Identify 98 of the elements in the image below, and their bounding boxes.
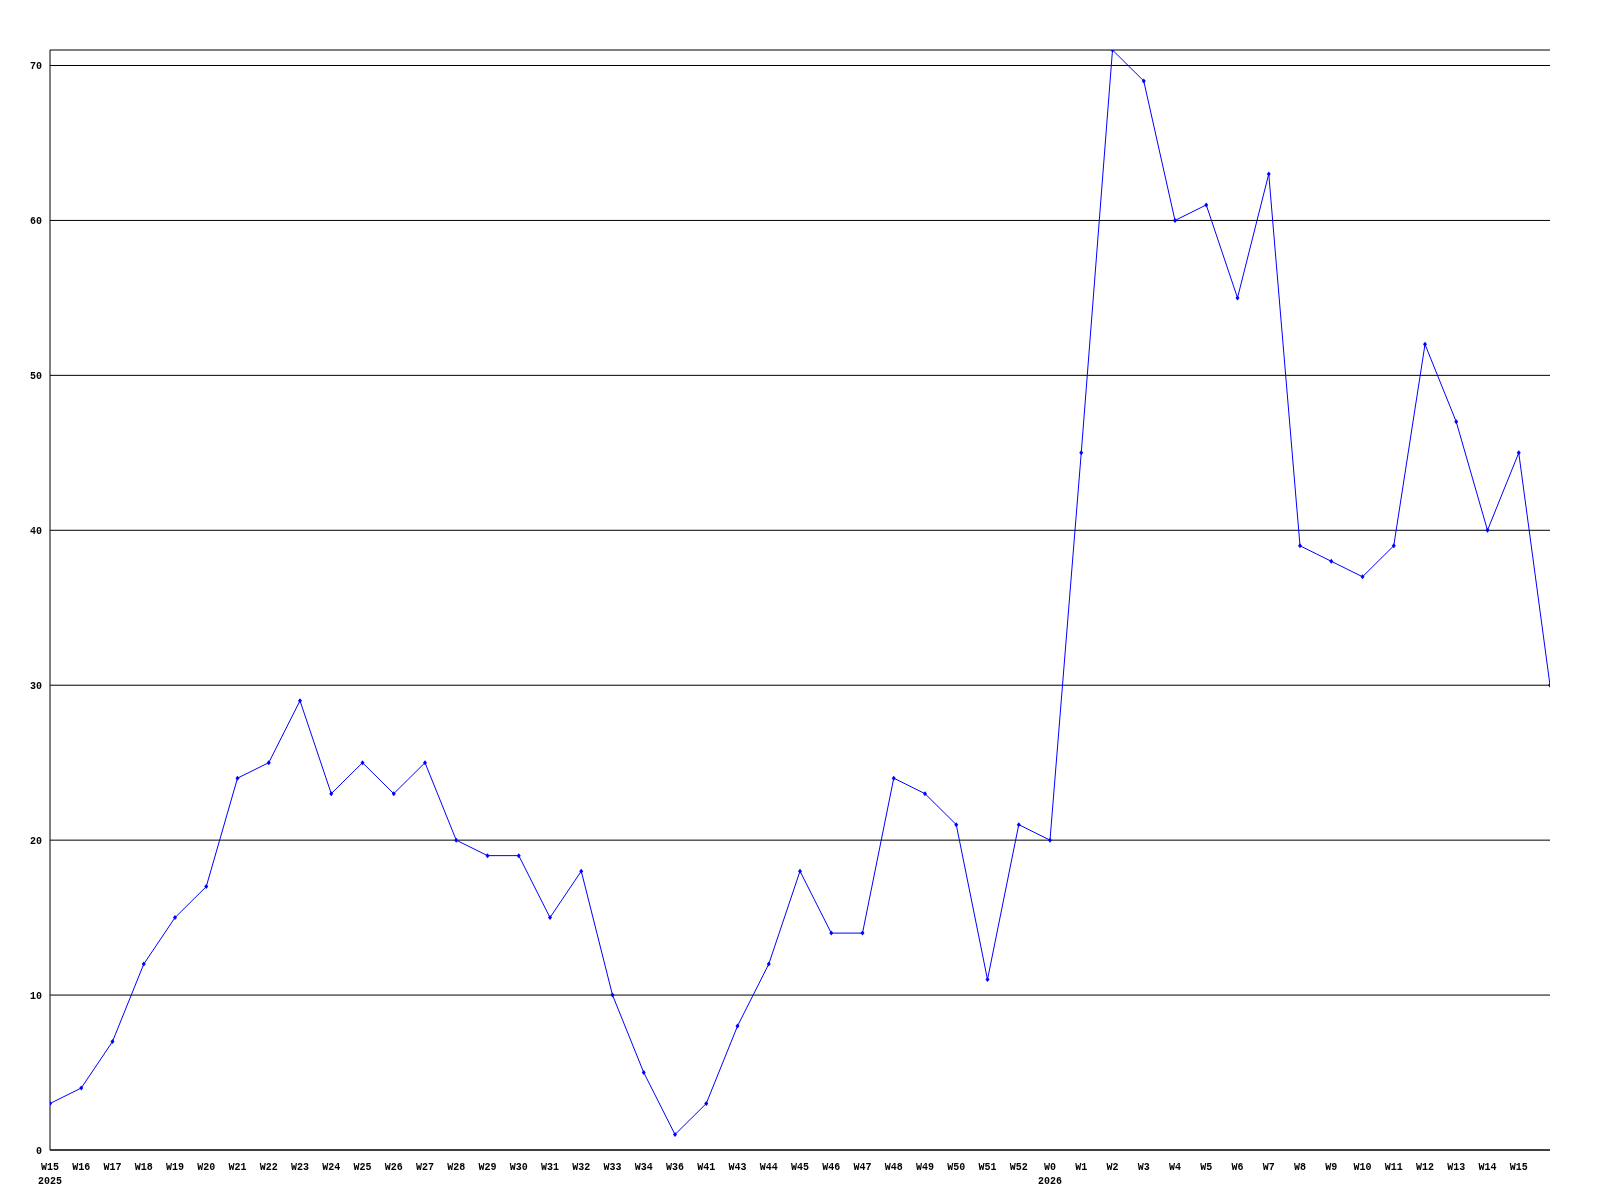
y-tick-label: 30 (29, 680, 42, 692)
point (985, 977, 990, 983)
point (891, 775, 896, 781)
x-tick-label: W19 (165, 1162, 185, 1173)
x-tick-label: W14 (1478, 1162, 1497, 1173)
x-tick-label: W3 (1137, 1162, 1150, 1173)
point (298, 698, 302, 704)
x-tick-label: W10 (1353, 1162, 1372, 1173)
y-tick-label: 20 (29, 835, 42, 847)
point (516, 853, 521, 859)
point (1485, 527, 1490, 533)
x-tick-label: W1 (1075, 1162, 1088, 1173)
x-tick-label: W21 (228, 1162, 247, 1173)
x-tick-label: W48 (884, 1162, 903, 1173)
x-tick-label: W9 (1325, 1162, 1338, 1173)
point (1266, 171, 1271, 177)
x-tick-label: W46 (822, 1162, 841, 1173)
x-tick-label: W28 (447, 1162, 466, 1173)
x-tick-label: W13 (1447, 1162, 1466, 1173)
y-tick-label: 10 (29, 990, 42, 1002)
x-tick-label: W18 (134, 1162, 153, 1173)
x-tick-label: W12 (1415, 1162, 1435, 1173)
x-tick-label: W20 (197, 1162, 216, 1173)
y-tick-label: 0 (35, 1145, 42, 1157)
x-tick-label: W45 (790, 1162, 810, 1173)
point (1360, 574, 1365, 580)
point (704, 1101, 709, 1107)
x-tick-label: W32 (572, 1162, 591, 1173)
x-tick-label: W11 (1384, 1162, 1403, 1173)
x-tick-label: W5 (1200, 1162, 1213, 1173)
x-tick-label: W34 (634, 1162, 653, 1173)
point (1329, 558, 1334, 564)
point (1454, 419, 1459, 425)
point (360, 760, 365, 766)
y-tick-label: 60 (29, 215, 42, 227)
x-tick-label: W2 (1106, 1162, 1119, 1173)
point (766, 961, 771, 967)
x-tick-label: W44 (759, 1162, 778, 1173)
point (1079, 450, 1084, 456)
x-tick-label: W50 (947, 1162, 966, 1173)
point (391, 791, 396, 797)
point (1516, 450, 1521, 456)
point (79, 1085, 84, 1091)
point (141, 961, 146, 967)
x-tick-label: W27 (415, 1162, 435, 1173)
point (579, 868, 584, 874)
x-tick-label: W0 2026 (1037, 1162, 1063, 1187)
x-tick-label: W23 (290, 1162, 310, 1173)
y-tick-label: 70 (29, 61, 42, 73)
x-tick-label: W26 (384, 1162, 403, 1173)
point (860, 930, 865, 936)
point (829, 930, 834, 936)
x-tick-label: W15 (1509, 1162, 1528, 1173)
point (1141, 78, 1146, 84)
point (204, 884, 209, 890)
point (454, 837, 459, 843)
y-tick-label: 40 (29, 525, 42, 537)
x-tick-label: W22 (259, 1162, 278, 1173)
point (641, 1070, 646, 1076)
x-tick-label: W51 (978, 1162, 997, 1173)
point (110, 1039, 115, 1045)
point (1298, 543, 1302, 549)
x-tick-label: W25 (353, 1162, 372, 1173)
x-tick-label: W17 (103, 1162, 122, 1173)
point (1204, 202, 1209, 208)
point (329, 791, 334, 797)
point (1391, 543, 1396, 549)
point (423, 760, 427, 766)
x-tick-label: W36 (665, 1162, 685, 1173)
x-tick-label: W47 (853, 1162, 872, 1173)
x-tick-label: W30 (509, 1162, 528, 1173)
point (798, 868, 802, 874)
point (1235, 295, 1240, 301)
x-tick-label: W31 (540, 1162, 560, 1173)
x-tick-label: W29 (478, 1162, 497, 1173)
x-tick-label: W16 (72, 1162, 91, 1173)
x-tick-label: W15 2025 (37, 1162, 63, 1187)
point (923, 791, 927, 797)
x-tick-label: W41 (697, 1162, 716, 1173)
x-tick-label: W49 (915, 1162, 935, 1173)
point (1423, 341, 1427, 347)
point (266, 760, 271, 766)
point (1016, 822, 1021, 828)
x-tick-label: W43 (728, 1162, 747, 1173)
x-tick-label: W33 (603, 1162, 622, 1173)
x-tick-label: W52 (1009, 1162, 1028, 1173)
x-tick-label: W7 (1262, 1162, 1275, 1173)
point (735, 1023, 740, 1029)
point (485, 853, 490, 859)
point (954, 822, 959, 828)
x-tick-label: W8 (1293, 1162, 1307, 1173)
x-tick-label: W6 (1231, 1162, 1244, 1173)
x-tick-label: W4 (1168, 1162, 1182, 1173)
point (610, 992, 615, 998)
y-tick-label: 50 (29, 370, 42, 382)
x-tick-label: W24 (322, 1162, 341, 1173)
point (1048, 837, 1052, 843)
point (235, 775, 240, 781)
